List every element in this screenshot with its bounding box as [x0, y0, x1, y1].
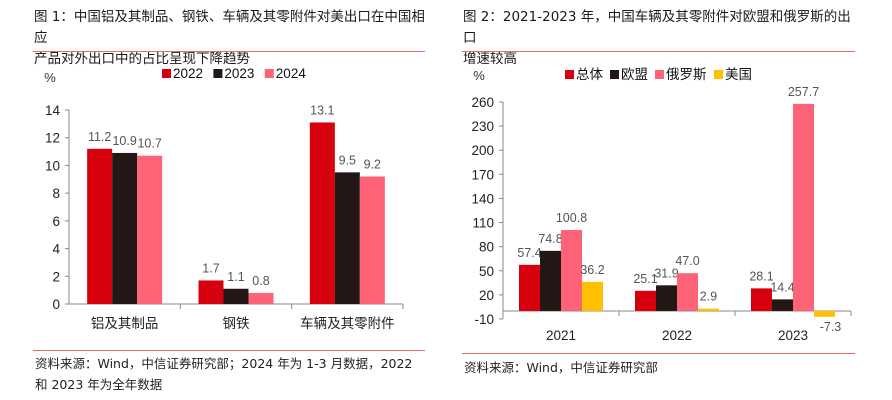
bar-总体-2023 — [751, 288, 772, 311]
data-label: 0.8 — [252, 274, 269, 288]
figure1-title-line2: 产品对外出口中的占比呈现下降趋势 — [34, 51, 250, 67]
y-tick-label: 260 — [471, 95, 494, 110]
y-unit-label: % — [44, 70, 56, 85]
chart2: % -10 20 50 80 110 140 170 200 230 260 2021 57.474.8… — [471, 67, 852, 343]
bar-2024-车辆及其零附件 — [359, 176, 385, 304]
bar-2022-车辆及其零附件 — [309, 122, 335, 304]
data-label: -7.3 — [820, 320, 842, 334]
data-label: 9.5 — [339, 153, 356, 167]
x-category-label: 铝及其制品 — [91, 316, 159, 331]
x-category-label: 2023 — [778, 328, 808, 343]
legend-swatch-总体 — [565, 70, 574, 79]
legend-label: 总体 — [576, 67, 604, 82]
data-label: 57.4 — [517, 246, 541, 260]
legend-label: 2023 — [224, 66, 254, 81]
figure2-title-line1: 图 2：2021-2023 年，中国车辆及其零附件对欧盟和俄罗斯的出口 — [463, 9, 851, 46]
chart1: % 0 2 4 6 8 10 12 14 铝及其制品 11.2 10.9 10.7 钢铁 1.7 1.1 0.8… — [44, 66, 404, 331]
bar-2023-车辆及其零附件 — [334, 172, 360, 304]
data-label: 10.9 — [112, 134, 136, 148]
y-tick-label: 200 — [471, 143, 494, 158]
bar-欧盟-2023 — [772, 299, 793, 311]
data-label: 47.0 — [675, 254, 699, 268]
legend-swatch-美国 — [714, 70, 723, 79]
bar-俄罗斯-2023 — [793, 103, 814, 311]
bar-总体-2021 — [519, 264, 540, 311]
y-tick-label: 8 — [52, 186, 60, 201]
legend-swatch-2023 — [213, 69, 223, 78]
figure2-source: 资料来源：Wind，中信证券研究部 — [464, 357, 864, 378]
data-label: 25.1 — [633, 272, 657, 286]
legend-label: 2024 — [276, 66, 307, 81]
figure2-title-rule — [462, 51, 855, 52]
figure2-source-rule — [462, 353, 855, 354]
figure1-source-rule — [33, 350, 425, 351]
figure2-title: 图 2：2021-2023 年，中国车辆及其零附件对欧盟和俄罗斯的出口 增速较高 — [463, 7, 863, 70]
y-tick-label: 4 — [52, 242, 60, 257]
y-tick-label: 6 — [52, 214, 60, 229]
data-label: 9.2 — [364, 158, 381, 172]
data-label: 36.2 — [580, 263, 604, 277]
figure1-source-line2: 和 2023 年为全年数据 — [35, 377, 163, 392]
data-label: 257.7 — [788, 85, 819, 99]
y-tick-label: 0 — [52, 297, 60, 312]
data-label: 31.9 — [654, 266, 678, 280]
bar-美国-2023 — [814, 310, 835, 317]
y-tick-label: 80 — [479, 240, 494, 255]
data-label: 28.1 — [749, 269, 773, 283]
bar-欧盟-2022 — [656, 285, 677, 311]
data-label: 13.1 — [310, 103, 334, 117]
bar-2024-钢铁 — [248, 292, 274, 304]
data-label: 10.7 — [137, 137, 161, 151]
figure1-title-line1: 图 1：中国铝及其制品、钢铁、车辆及其零附件对美出口在中国相应 — [34, 9, 425, 46]
bar-欧盟-2021 — [540, 250, 561, 311]
y-tick-label: 140 — [471, 191, 494, 206]
y-tick-label: 50 — [479, 264, 494, 279]
legend-swatch-俄罗斯 — [655, 70, 664, 79]
y-tick-label: 2 — [52, 269, 60, 284]
x-category-label: 车辆及其零附件 — [300, 315, 395, 331]
figure2-title-line2: 增速较高 — [463, 51, 517, 67]
y-tick-label: 230 — [471, 119, 494, 134]
legend-swatch-欧盟 — [610, 70, 619, 79]
bar-美国-2021 — [582, 281, 603, 311]
x-category-label: 2021 — [546, 328, 576, 343]
y-tick-label: 14 — [45, 103, 61, 118]
bar-美国-2022 — [698, 308, 719, 311]
y-tick-label: 170 — [471, 167, 494, 182]
y-unit-label: % — [473, 68, 485, 83]
x-category-label: 钢铁 — [223, 316, 250, 331]
bar-俄罗斯-2021 — [561, 229, 582, 311]
y-tick-label: 12 — [45, 131, 60, 146]
legend-label: 俄罗斯 — [666, 67, 707, 82]
data-label: 1.7 — [202, 261, 219, 275]
data-label: 11.2 — [88, 130, 111, 144]
figure1-title: 图 1：中国铝及其制品、钢铁、车辆及其零附件对美出口在中国相应 产品对外出口中的… — [34, 7, 434, 70]
data-label: 100.8 — [556, 211, 587, 225]
legend-label: 2022 — [173, 66, 203, 81]
legend-swatch-2024 — [264, 69, 274, 78]
legend-swatch-2022 — [162, 69, 171, 78]
y-tick-label: 20 — [479, 288, 494, 303]
figure1-source-line1: 资料来源：Wind，中信证券研究部；2024 年为 1-3 月数据，2022 — [35, 356, 413, 371]
legend-label: 美国 — [725, 67, 752, 82]
figure1-source: 资料来源：Wind，中信证券研究部；2024 年为 1-3 月数据，2022 和… — [35, 353, 435, 395]
y-tick-label: 10 — [45, 158, 60, 173]
y-tick-label: 110 — [472, 216, 494, 231]
bar-俄罗斯-2022 — [677, 273, 698, 311]
data-label: 14.4 — [770, 280, 794, 294]
data-label: 74.8 — [538, 232, 562, 246]
bar-2023-铝及其制品 — [112, 152, 138, 304]
legend-label: 欧盟 — [621, 67, 648, 82]
bar-2022-铝及其制品 — [87, 148, 113, 304]
figure2-source-line1: 资料来源：Wind，中信证券研究部 — [464, 360, 658, 375]
bar-2022-钢铁 — [198, 280, 224, 304]
bar-2023-钢铁 — [223, 288, 249, 304]
data-label: 1.1 — [227, 270, 244, 284]
figure1-title-rule — [33, 51, 425, 52]
bar-总体-2022 — [635, 290, 656, 311]
data-label: 2.9 — [700, 290, 717, 304]
y-tick-label: -10 — [474, 312, 494, 327]
bar-2024-铝及其制品 — [137, 155, 163, 304]
x-category-label: 2022 — [662, 328, 692, 343]
